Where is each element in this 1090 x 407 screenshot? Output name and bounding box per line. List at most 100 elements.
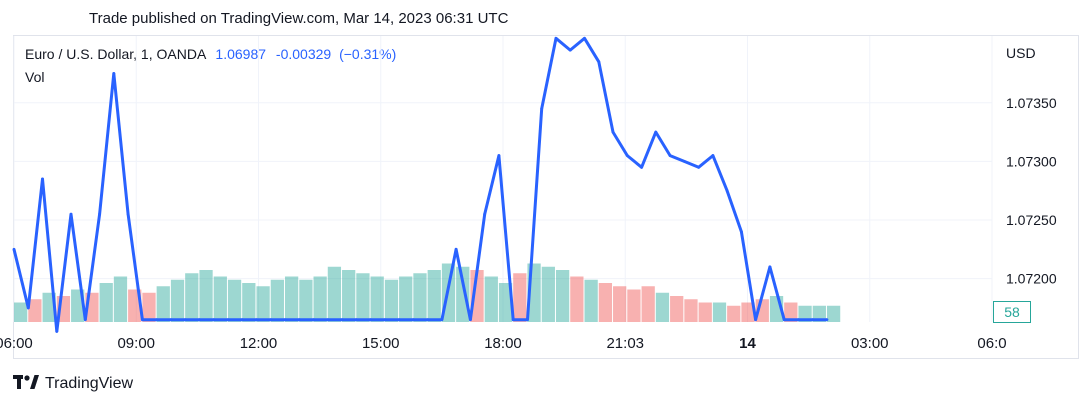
price-change-pct: (−0.31%) <box>339 46 397 62</box>
price-point <box>611 130 615 134</box>
volume-bar <box>784 302 798 322</box>
price-point <box>126 212 130 216</box>
volume-bar <box>156 286 170 322</box>
volume-bar <box>684 299 698 322</box>
price-point <box>98 212 101 216</box>
price-point <box>383 318 387 322</box>
price-point <box>354 318 358 322</box>
price-point <box>169 318 173 322</box>
volume-bar <box>113 276 128 322</box>
price-line <box>12 36 827 333</box>
price-point <box>226 318 230 322</box>
price-point <box>397 318 401 322</box>
volume-bar <box>627 289 641 322</box>
price-point <box>697 165 700 169</box>
volume-bar <box>284 276 299 322</box>
volume-bar <box>227 279 242 322</box>
price-point <box>511 318 515 322</box>
volume-bar <box>185 273 199 322</box>
volume-bar <box>399 276 413 322</box>
volume-bar <box>613 286 627 322</box>
volume-bar <box>199 270 213 322</box>
volume-bar <box>470 270 484 322</box>
price-point <box>554 36 558 40</box>
volume-bar <box>741 302 755 322</box>
x-tick-label: 15:00 <box>362 335 400 352</box>
price-point <box>797 318 800 322</box>
price-point <box>754 318 758 322</box>
price-point <box>640 165 643 169</box>
volume-bar <box>270 279 284 322</box>
volume-bar <box>498 283 513 322</box>
price-point <box>297 318 301 322</box>
price-point <box>26 306 30 310</box>
volume-bar <box>142 292 156 322</box>
price-point <box>55 329 59 333</box>
price-point <box>212 318 216 322</box>
price-point <box>255 318 258 322</box>
price-series <box>12 36 829 333</box>
volume-bar <box>655 292 670 322</box>
volume-bar <box>698 302 712 322</box>
x-tick-label: 03:00 <box>851 335 889 352</box>
price-point <box>283 318 287 322</box>
symbol-label: Euro / U.S. Dollar, 1, OANDA <box>25 46 206 62</box>
last-price: 1.06987 <box>215 46 267 62</box>
x-tick-label: 12:00 <box>240 335 278 352</box>
volume-bar <box>826 305 841 322</box>
volume-bar <box>555 270 570 322</box>
price-point <box>768 265 772 269</box>
price-point <box>625 154 629 157</box>
y-tick-label: 1.07350 <box>1006 95 1057 111</box>
x-tick-label: 18:00 <box>484 335 522 352</box>
price-change: -0.00329 <box>275 46 332 62</box>
price-point <box>654 130 658 134</box>
price-point <box>540 107 544 111</box>
volume-bar <box>28 299 42 322</box>
price-point <box>811 318 815 322</box>
y-tick-label: 1.07300 <box>1006 153 1057 169</box>
x-tick-label: 14 <box>739 335 756 352</box>
chart-legend: Euro / U.S. Dollar, 1, OANDA 1.06987 -0.… <box>25 46 396 62</box>
price-point <box>183 318 187 322</box>
price-point <box>497 154 501 157</box>
tradingview-brand: TradingView <box>13 374 133 394</box>
price-point <box>440 318 444 322</box>
volume-bars <box>14 263 841 322</box>
volume-bar <box>384 279 399 322</box>
volume-indicator-label: Vol <box>25 69 45 85</box>
price-point <box>41 177 44 181</box>
x-tick-label: 09:00 <box>117 335 155 352</box>
volume-bar <box>798 305 812 322</box>
price-point <box>469 318 472 322</box>
price-point <box>12 247 16 251</box>
x-tick-label: 06:0 <box>977 335 1006 352</box>
price-point <box>825 318 829 322</box>
volume-bar <box>598 283 613 322</box>
volume-bar <box>413 273 427 322</box>
volume-bar <box>99 283 113 322</box>
price-point <box>155 318 159 322</box>
volume-bar <box>513 273 527 322</box>
volume-bar <box>242 283 256 322</box>
price-point <box>739 230 743 234</box>
price-point <box>269 318 273 322</box>
price-point <box>568 48 572 52</box>
price-point <box>454 247 458 251</box>
volume-value-badge: 58 <box>993 301 1031 323</box>
volume-bar <box>427 270 441 322</box>
volume-bar <box>299 279 313 322</box>
tradingview-logo-icon <box>13 374 39 394</box>
price-point <box>597 60 601 64</box>
volume-bar <box>670 296 684 322</box>
volume-bar <box>812 305 826 322</box>
x-tick-label: 06:00 <box>0 335 33 352</box>
price-point <box>668 154 672 157</box>
price-point <box>312 318 315 322</box>
price-point <box>369 318 372 322</box>
volume-bar <box>213 276 227 322</box>
price-point <box>240 318 244 322</box>
price-point <box>69 212 73 216</box>
price-point <box>526 318 529 322</box>
